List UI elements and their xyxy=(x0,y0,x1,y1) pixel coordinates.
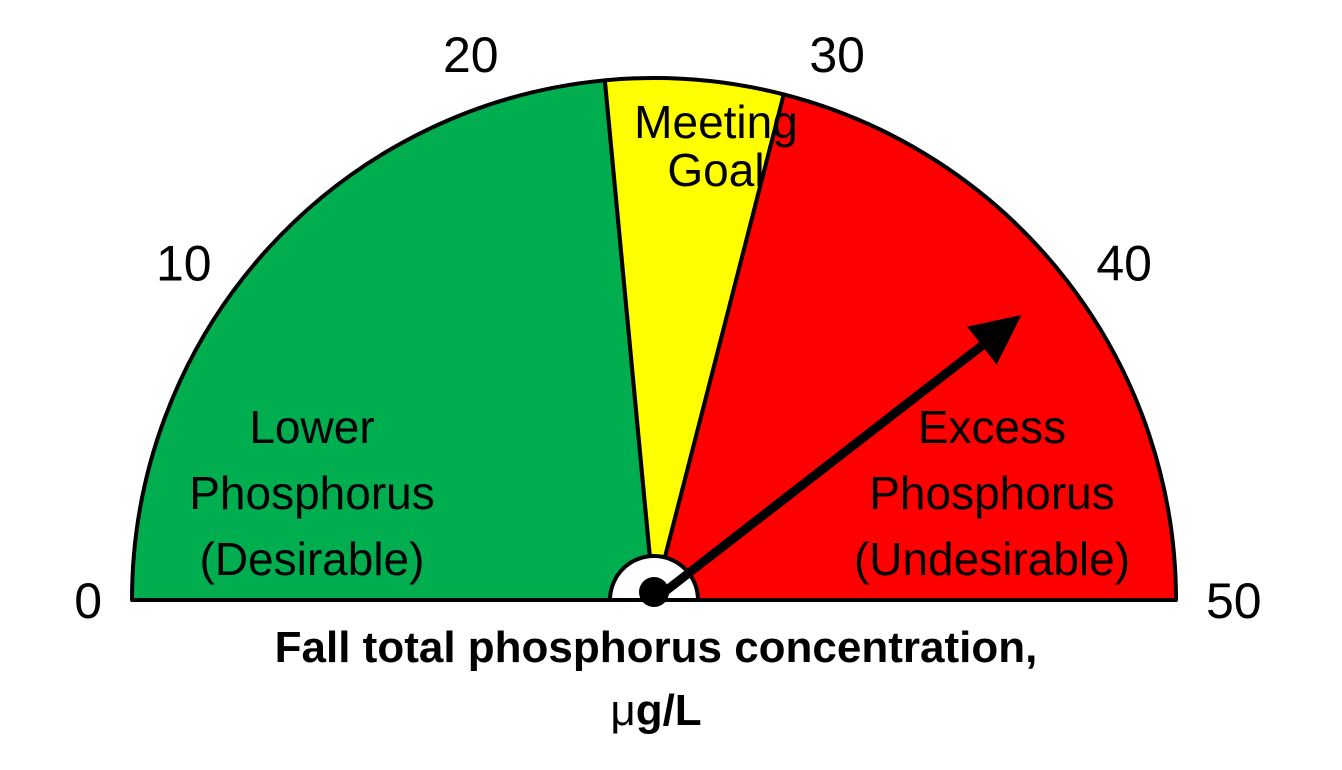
x-axis-unit: g/L xyxy=(636,686,702,735)
x-axis-unit-mu: μ xyxy=(610,686,635,735)
zone-label-2-line-2: (Undesirable) xyxy=(854,533,1130,585)
zone-label-1-line-0: Meeting xyxy=(634,96,798,148)
zone-label-0-line-1: Phosphorus xyxy=(189,467,435,519)
zone-label-1-line-1: Goal xyxy=(667,144,764,196)
gauge-needle xyxy=(651,342,985,604)
tick-label-5: 50 xyxy=(1206,573,1262,629)
zone-label-0-line-0: Lower xyxy=(249,401,374,453)
x-axis-title-line1: Fall total phosphorus concentration, xyxy=(275,623,1038,672)
gauge-needle-group xyxy=(639,314,1022,607)
tick-label-2: 20 xyxy=(443,27,499,83)
tick-label-1: 10 xyxy=(156,236,212,292)
zone-label-2-line-0: Excess xyxy=(918,401,1066,453)
tick-label-4: 40 xyxy=(1096,236,1152,292)
gauge-zone-2 xyxy=(652,92,1178,602)
x-axis-title-line2: μg/L xyxy=(610,686,701,735)
gauge-needle-head xyxy=(967,314,1022,365)
gauge-pivot xyxy=(639,577,669,607)
gauge-zone-0 xyxy=(130,78,656,602)
zone-label-2-line-1: Phosphorus xyxy=(869,467,1115,519)
gauge-zones xyxy=(130,76,1178,602)
zone-label-0-line-2: (Desirable) xyxy=(200,533,425,585)
gauge-tick-labels: 0 10 20 30 40 50 xyxy=(74,27,1261,629)
tick-label-3: 30 xyxy=(809,27,865,83)
gauge-zone-1 xyxy=(602,76,786,602)
tick-label-0: 0 xyxy=(74,573,102,629)
